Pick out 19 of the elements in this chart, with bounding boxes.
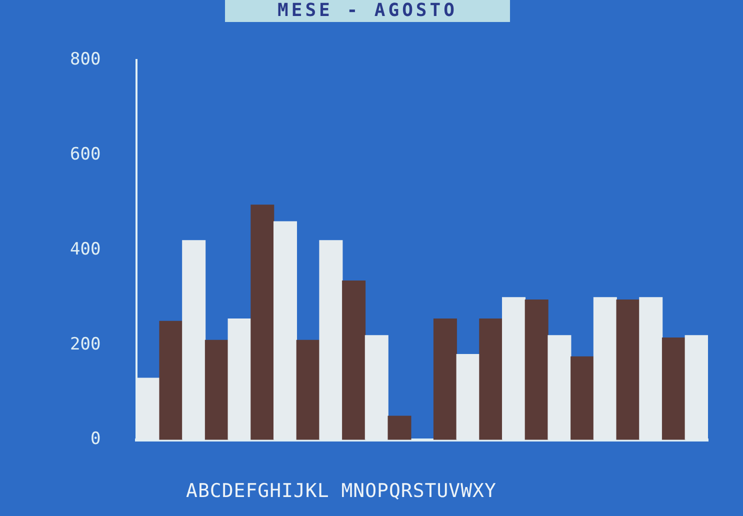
y-tick-label: 800 (70, 50, 101, 70)
y-tick-label: 600 (70, 144, 101, 165)
bar (342, 280, 366, 440)
bar (570, 356, 594, 440)
bar (388, 416, 412, 440)
bar (250, 204, 274, 440)
bar (204, 340, 228, 440)
bar (433, 318, 457, 440)
bar (479, 318, 503, 440)
bar (662, 337, 686, 440)
bar (524, 299, 548, 440)
x-axis-title: ABCDEFGHIJKL MNOPQRSTUVWXY (186, 480, 496, 502)
bar (616, 299, 640, 440)
bar (159, 320, 183, 440)
bar (296, 340, 320, 440)
y-tick-label: 400 (70, 239, 101, 260)
y-tick-label: 0 (90, 429, 101, 450)
y-tick-label: 200 (70, 334, 101, 354)
chart-title: MESE - AGOSTO (225, 0, 510, 22)
